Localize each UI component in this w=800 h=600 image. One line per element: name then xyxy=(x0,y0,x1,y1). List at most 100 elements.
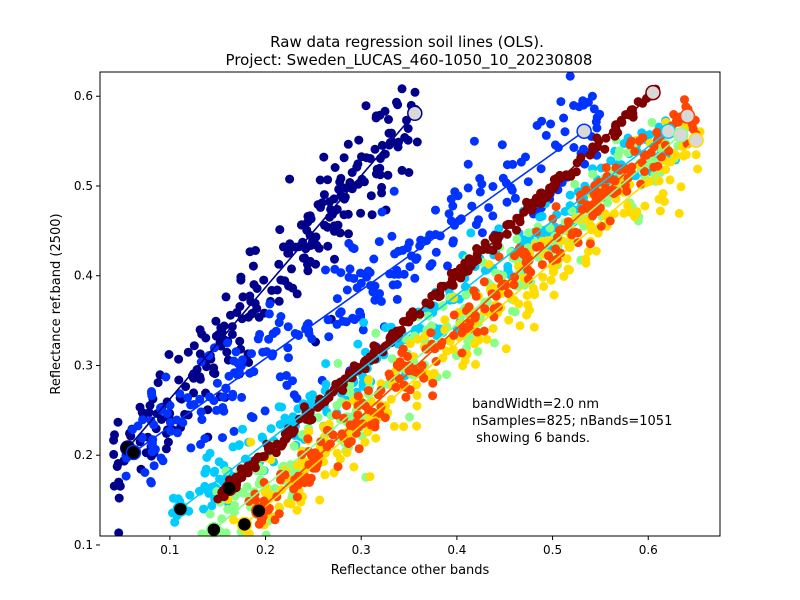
data-point xyxy=(158,456,168,466)
data-point xyxy=(413,334,423,344)
data-point xyxy=(412,390,422,400)
regression-line xyxy=(133,130,585,454)
x-tick-label: 0.2 xyxy=(256,543,275,557)
data-point xyxy=(268,329,278,339)
data-point xyxy=(470,311,480,321)
data-point xyxy=(366,191,376,201)
data-point xyxy=(274,509,284,519)
y-tick-label: 0.2 xyxy=(74,448,93,462)
data-point xyxy=(374,237,384,247)
data-point xyxy=(248,261,258,271)
data-point xyxy=(349,361,359,371)
data-point xyxy=(609,185,618,195)
data-point xyxy=(479,277,489,287)
data-point xyxy=(431,205,440,215)
data-point xyxy=(235,302,245,311)
data-point xyxy=(380,106,390,116)
data-point xyxy=(321,359,331,369)
data-point xyxy=(370,418,380,428)
data-point xyxy=(260,406,270,416)
data-point xyxy=(655,206,665,216)
data-points xyxy=(109,72,705,536)
x-tick-label: 0.6 xyxy=(639,543,658,557)
data-point xyxy=(504,315,514,325)
regression-start-marker xyxy=(172,501,189,517)
data-point xyxy=(594,177,604,187)
data-point xyxy=(474,215,483,225)
data-point xyxy=(377,207,387,217)
data-point xyxy=(375,289,384,299)
data-point xyxy=(404,238,414,248)
data-point xyxy=(340,192,350,202)
data-point xyxy=(161,372,171,382)
regression-lines xyxy=(127,92,697,531)
data-point xyxy=(539,281,549,291)
data-point xyxy=(283,343,293,353)
data-point xyxy=(238,424,247,434)
data-point xyxy=(595,109,605,119)
data-point xyxy=(257,432,267,442)
data-point xyxy=(412,401,422,411)
data-point xyxy=(323,315,333,325)
data-point xyxy=(654,176,664,186)
data-point xyxy=(174,354,184,364)
data-point xyxy=(538,272,548,282)
data-point xyxy=(332,401,342,410)
regression-endpoints xyxy=(119,84,704,538)
data-point xyxy=(494,273,504,283)
data-point xyxy=(502,197,512,207)
data-point xyxy=(551,202,561,212)
data-point xyxy=(369,254,379,264)
data-point xyxy=(516,157,526,167)
data-point xyxy=(647,117,657,127)
data-point xyxy=(431,247,441,257)
data-point xyxy=(345,264,355,274)
regression-end-marker xyxy=(407,105,423,122)
data-point xyxy=(535,212,545,222)
data-point xyxy=(227,329,237,339)
data-point xyxy=(523,177,533,187)
data-point xyxy=(536,164,546,174)
regression-end-marker xyxy=(576,123,592,139)
data-point xyxy=(138,415,148,425)
data-point xyxy=(489,312,499,322)
data-point xyxy=(399,422,409,432)
data-point xyxy=(633,97,643,107)
data-point xyxy=(110,430,119,440)
regression-start-marker xyxy=(221,480,237,497)
data-point xyxy=(371,328,381,338)
data-point xyxy=(515,243,525,253)
data-point xyxy=(201,333,211,343)
data-point xyxy=(440,325,450,335)
data-point xyxy=(489,338,499,348)
data-point xyxy=(680,95,689,105)
data-point xyxy=(546,119,556,129)
data-point xyxy=(121,471,131,481)
data-point xyxy=(332,319,342,329)
data-point xyxy=(304,427,314,437)
data-point xyxy=(502,229,512,239)
data-point xyxy=(469,136,479,146)
data-point xyxy=(200,468,210,478)
data-point xyxy=(237,392,247,402)
data-point xyxy=(289,390,299,400)
x-tick-label: 0.4 xyxy=(447,543,466,557)
data-point xyxy=(559,113,569,123)
data-point xyxy=(245,247,255,257)
data-point xyxy=(559,271,569,281)
data-point xyxy=(646,148,656,157)
data-point xyxy=(398,344,408,354)
data-point xyxy=(316,437,326,447)
data-point xyxy=(254,519,264,529)
data-point xyxy=(393,142,403,152)
data-point xyxy=(114,493,124,503)
data-point xyxy=(537,116,547,126)
data-point xyxy=(282,380,292,390)
data-point xyxy=(469,286,479,296)
data-point xyxy=(321,379,331,389)
data-point xyxy=(488,182,498,191)
data-point xyxy=(596,221,606,231)
data-point xyxy=(252,284,262,293)
data-point xyxy=(210,466,220,476)
data-point xyxy=(564,241,574,251)
